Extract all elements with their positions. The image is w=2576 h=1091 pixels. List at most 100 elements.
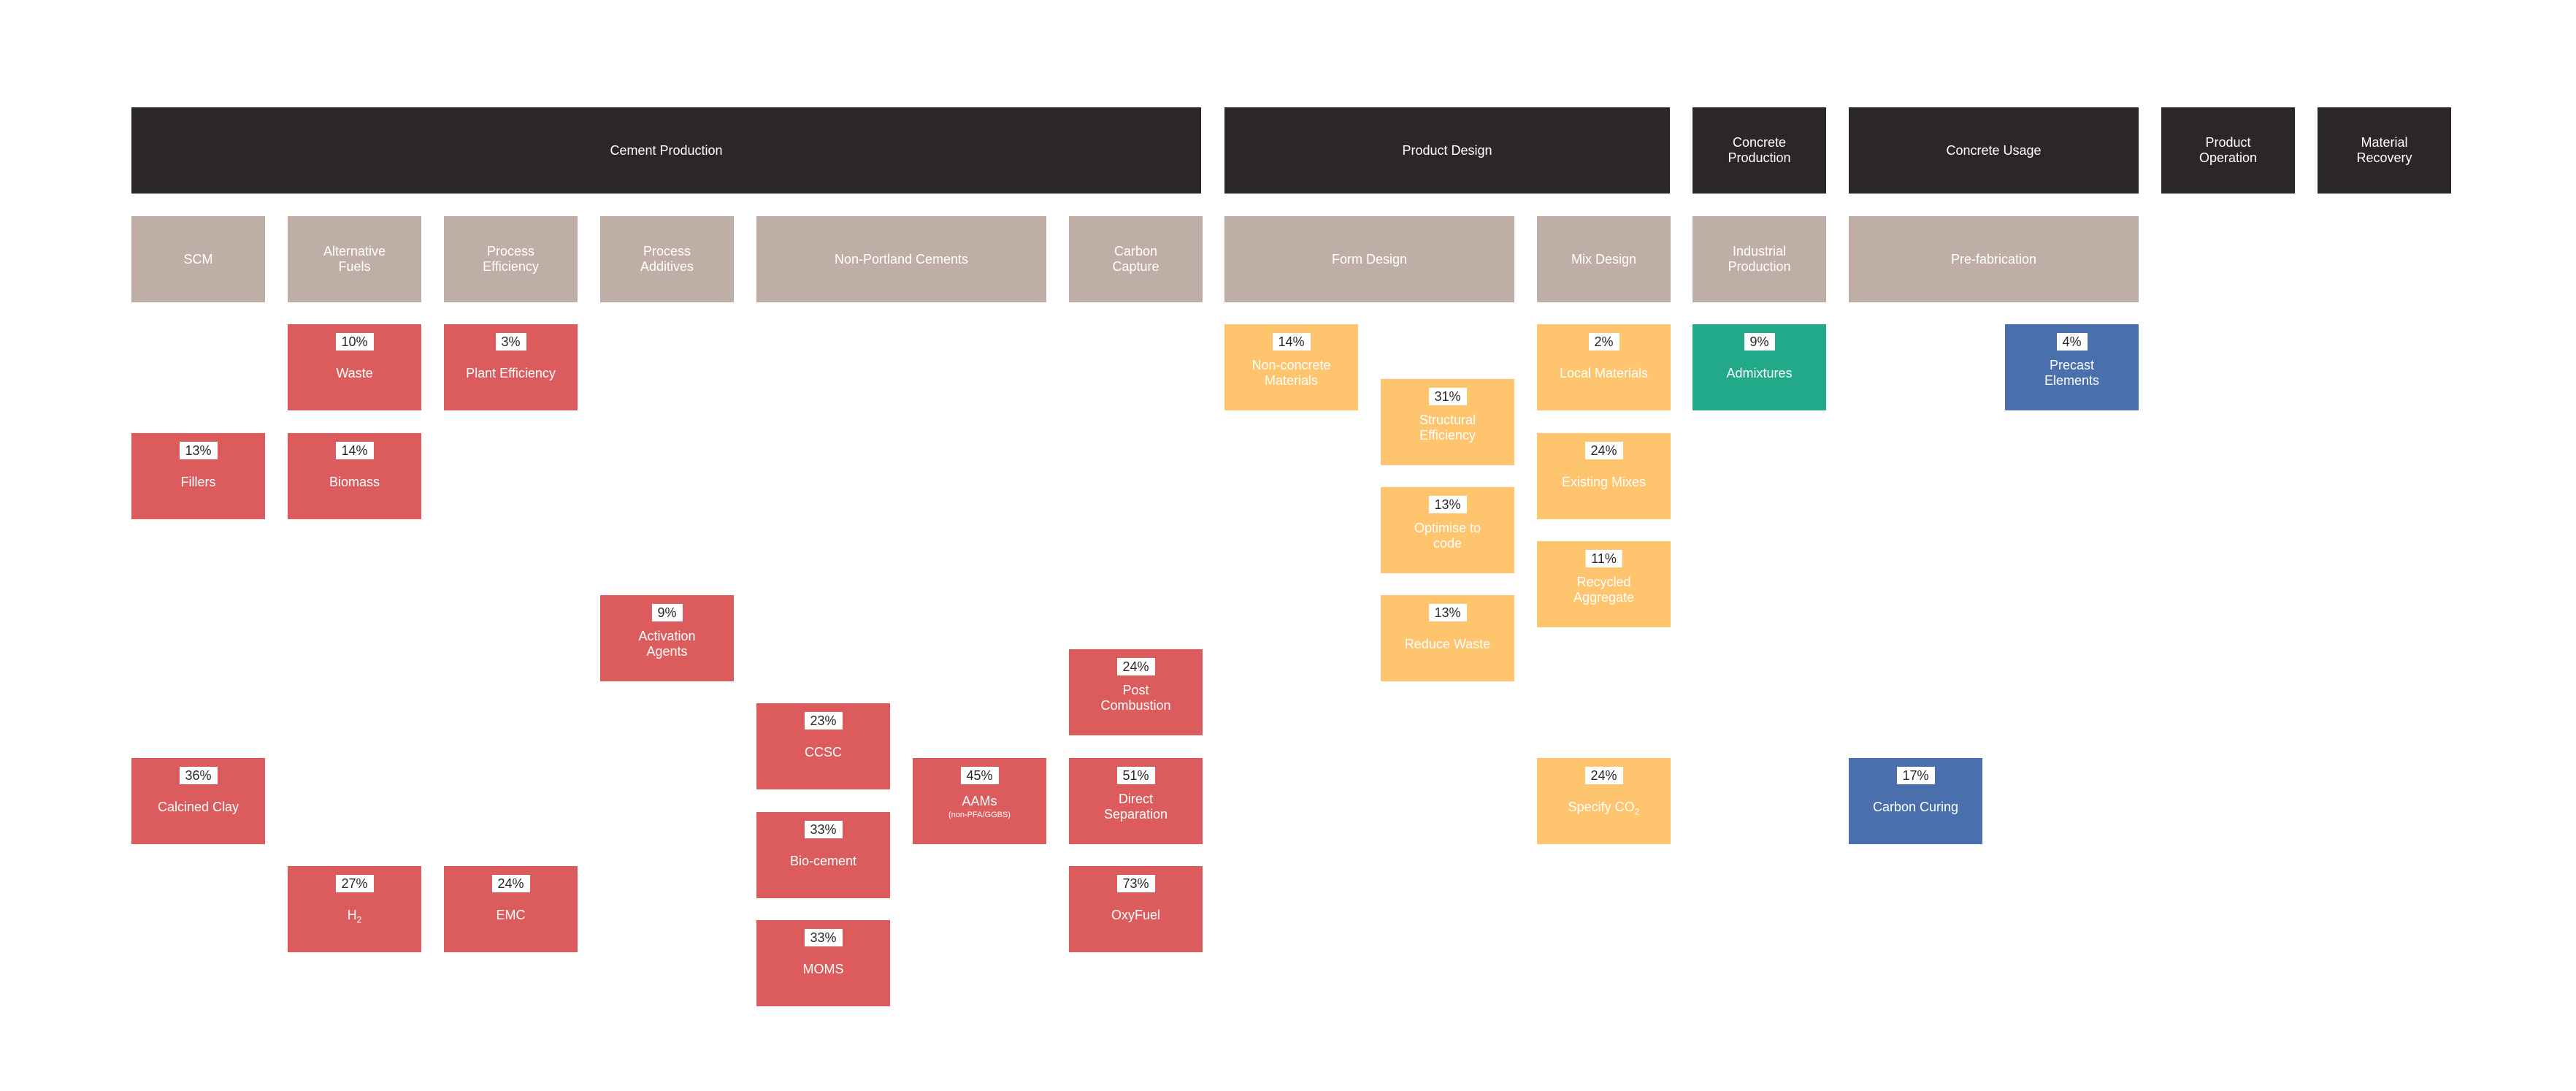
- stage-concrete-production: Concrete Production: [1693, 107, 1826, 194]
- item-label: Structural Efficiency: [1419, 413, 1476, 443]
- percent-badge: 4%: [2056, 333, 2088, 351]
- percent-badge: 9%: [651, 604, 683, 621]
- item-recycled-aggregate: 11% Recycled Aggregate: [1537, 541, 1671, 627]
- category-label: Process Efficiency: [483, 244, 539, 274]
- category-non-portland-cements: Non-Portland Cements: [756, 216, 1046, 302]
- category-label: Industrial Production: [1728, 244, 1791, 274]
- item-structural-efficiency: 31% Structural Efficiency: [1381, 379, 1514, 465]
- category-process-efficiency: Process Efficiency: [444, 216, 578, 302]
- item-label: EMC: [496, 907, 526, 922]
- item-admixtures: 9% Admixtures: [1693, 324, 1826, 410]
- item-existing-mixes: 24% Existing Mixes: [1537, 433, 1671, 519]
- category-pre-fabrication: Pre-fabrication: [1849, 216, 2139, 302]
- percent-badge: 24%: [1584, 442, 1623, 459]
- item-label: Carbon Curing: [1872, 799, 1959, 814]
- percent-badge: 31%: [1428, 388, 1467, 405]
- item-label: MOMS: [802, 961, 844, 976]
- item-label: Post Combustion: [1100, 683, 1171, 713]
- item-label: Specify CO: [1568, 799, 1635, 814]
- stage-label: Concrete Production: [1728, 135, 1791, 165]
- category-industrial-production: Industrial Production: [1693, 216, 1826, 302]
- category-form-design: Form Design: [1224, 216, 1514, 302]
- item-plant-efficiency: 3% Plant Efficiency: [444, 324, 578, 410]
- item-label: Bio-cement: [789, 853, 857, 868]
- category-process-additives: Process Additives: [600, 216, 734, 302]
- item-label: Plant Efficiency: [466, 365, 556, 380]
- item-local-materials: 2% Local Materials: [1537, 324, 1671, 410]
- item-label: Reduce Waste: [1404, 636, 1491, 651]
- percent-badge: 14%: [335, 442, 374, 459]
- item-optimise-to-code: 13% Optimise to code: [1381, 487, 1514, 573]
- stage-product-design: Product Design: [1224, 107, 1670, 194]
- item-label: Optimise to code: [1414, 521, 1481, 551]
- percent-badge: 23%: [804, 712, 843, 730]
- percent-badge: 13%: [1428, 604, 1467, 621]
- category-mix-design: Mix Design: [1537, 216, 1671, 302]
- percent-badge: 73%: [1116, 875, 1155, 892]
- item-label: Activation Agents: [638, 629, 696, 659]
- category-label: Pre-fabrication: [1950, 251, 2037, 267]
- percent-badge: 51%: [1116, 767, 1155, 784]
- item-fillers: 13% Fillers: [131, 433, 265, 519]
- category-label: Alternative Fuels: [323, 244, 386, 274]
- item-label: Local Materials: [1559, 365, 1649, 380]
- stage-cement-production: Cement Production: [131, 107, 1201, 194]
- item-label: CCSC: [804, 744, 842, 759]
- item-calcined-clay: 36% Calcined Clay: [131, 758, 265, 844]
- subscript: 2: [1634, 806, 1640, 817]
- percent-badge: 9%: [1744, 333, 1775, 351]
- subscript: 2: [356, 914, 362, 925]
- item-activation-agents: 9% Activation Agents: [600, 595, 734, 681]
- item-emc: 24% EMC: [444, 866, 578, 952]
- percent-badge: 14%: [1272, 333, 1311, 351]
- stage-label: Concrete Usage: [1946, 142, 2042, 158]
- stage-label: Cement Production: [610, 142, 723, 158]
- item-label: Fillers: [180, 474, 216, 489]
- percent-badge: 24%: [491, 875, 530, 892]
- item-precast-elements: 4% Precast Elements: [2005, 324, 2139, 410]
- percent-badge: 17%: [1896, 767, 1935, 784]
- item-label: Admixtures: [1726, 365, 1793, 380]
- percent-badge: 24%: [1584, 767, 1623, 784]
- item-label: Calcined Clay: [157, 799, 239, 814]
- item-label-wrap: H2: [348, 908, 362, 925]
- stage-label: Material Recovery: [2356, 135, 2412, 165]
- category-label: Form Design: [1331, 251, 1408, 267]
- item-specify-co2: 24% Specify CO2: [1537, 758, 1671, 844]
- item-label-wrap: Specify CO2: [1568, 799, 1640, 817]
- item-aams: 45% AAMs (non-PFA/GGBS): [913, 758, 1046, 844]
- percent-badge: 33%: [804, 821, 843, 838]
- stage-label: Product Design: [1402, 142, 1492, 158]
- category-carbon-capture: Carbon Capture: [1069, 216, 1203, 302]
- item-reduce-waste: 13% Reduce Waste: [1381, 595, 1514, 681]
- item-label: Recycled Aggregate: [1573, 575, 1635, 605]
- percent-badge: 13%: [179, 442, 218, 459]
- item-label: Waste: [336, 365, 373, 380]
- item-bio-cement: 33% Bio-cement: [756, 812, 890, 898]
- item-label: Direct Separation: [1103, 792, 1168, 822]
- item-carbon-curing: 17% Carbon Curing: [1849, 758, 1982, 844]
- category-label: Non-Portland Cements: [834, 251, 969, 267]
- item-label: Non-concrete Materials: [1251, 358, 1331, 388]
- item-biomass: 14% Biomass: [288, 433, 421, 519]
- item-label: OxyFuel: [1111, 907, 1161, 922]
- category-scm: SCM: [131, 216, 265, 302]
- category-label: Mix Design: [1571, 251, 1637, 267]
- item-ccsc: 23% CCSC: [756, 703, 890, 789]
- category-label: Process Additives: [640, 244, 694, 274]
- percent-badge: 27%: [335, 875, 374, 892]
- item-h2: 27% H2: [288, 866, 421, 952]
- item-non-concrete-materials: 14% Non-concrete Materials: [1224, 324, 1358, 410]
- percent-badge: 24%: [1116, 658, 1155, 675]
- percent-badge: 36%: [179, 767, 218, 784]
- percent-badge: 2%: [1588, 333, 1619, 351]
- item-label: Biomass: [329, 474, 380, 489]
- stage-concrete-usage: Concrete Usage: [1849, 107, 2139, 194]
- stage-material-recovery: Material Recovery: [2318, 107, 2451, 194]
- category-label: Carbon Capture: [1112, 244, 1159, 274]
- category-label: SCM: [183, 251, 213, 267]
- item-note: (non-PFA/GGBS): [948, 811, 1011, 819]
- category-alternative-fuels: Alternative Fuels: [288, 216, 421, 302]
- item-waste: 10% Waste: [288, 324, 421, 410]
- percent-badge: 13%: [1428, 496, 1467, 513]
